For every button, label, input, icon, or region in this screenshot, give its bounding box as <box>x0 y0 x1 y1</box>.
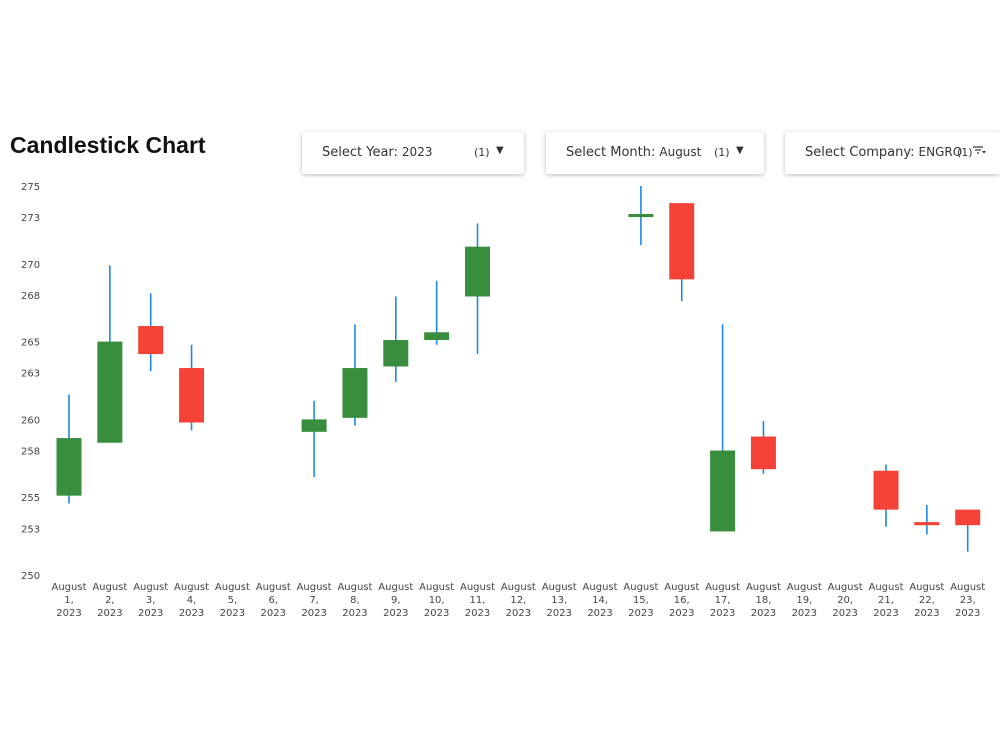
x-tick-label: August 22, 2023 <box>909 582 944 619</box>
x-tick-label: August 16, 2023 <box>664 582 699 619</box>
candle-body-up[interactable] <box>97 341 123 443</box>
x-tick-label: August 10, 2023 <box>419 582 454 619</box>
y-tick-label: 255 <box>21 493 40 504</box>
candle-body-up[interactable] <box>342 368 368 418</box>
year-filter-count: (1) <box>474 146 490 159</box>
month-filter-value: August <box>659 145 702 159</box>
candle-body-up[interactable] <box>628 214 654 218</box>
x-tick-label: August 23, 2023 <box>950 582 985 619</box>
chevron-down-icon: ▼ <box>496 145 504 156</box>
y-tick-label: 260 <box>21 415 40 426</box>
candle-body-down[interactable] <box>955 509 981 526</box>
year-filter-label-text: Select Year: <box>322 145 398 160</box>
chevron-down-icon: ▼ <box>736 145 744 156</box>
x-tick-label: August 2, 2023 <box>92 582 127 619</box>
x-tick-label: August 20, 2023 <box>828 582 863 619</box>
candle-body-up[interactable] <box>465 246 490 297</box>
y-tick-label: 270 <box>21 260 40 271</box>
y-tick-label: 273 <box>21 213 40 224</box>
y-tick-label: 265 <box>21 338 40 349</box>
x-tick-label: August 1, 2023 <box>52 582 87 619</box>
month-filter-count: (1) <box>714 146 730 159</box>
y-tick-label: 263 <box>21 369 40 380</box>
candle-body-up[interactable] <box>710 450 736 532</box>
candle-body-up[interactable] <box>424 332 450 341</box>
x-tick-label: August 12, 2023 <box>501 582 536 619</box>
x-tick-label: August 8, 2023 <box>337 582 372 619</box>
year-filter-label: Select Year: 2023 <box>322 145 432 160</box>
x-tick-label: August 14, 2023 <box>583 582 618 619</box>
year-filter-value: 2023 <box>401 145 433 159</box>
candle-body-down[interactable] <box>669 203 695 280</box>
y-axis: 250 253 255 258 260 263 265 268 270 273 275 <box>21 182 40 582</box>
month-filter-dropdown[interactable]: Select Month: August (1) ▼ <box>546 132 764 174</box>
x-tick-label: August 5, 2023 <box>215 582 250 619</box>
company-filter-label-text: Select Company: <box>805 145 915 160</box>
candle-body-down[interactable] <box>750 436 776 470</box>
candle-body-up[interactable] <box>383 340 409 367</box>
company-filter-count: (1) <box>957 146 973 159</box>
x-tick-label: August 19, 2023 <box>787 582 822 619</box>
x-tick-label: August 9, 2023 <box>378 582 413 619</box>
y-tick-label: 253 <box>21 524 40 535</box>
month-filter-label: Select Month: August <box>566 145 701 160</box>
year-filter-dropdown[interactable]: Select Year: 2023 (1) ▼ <box>302 132 524 174</box>
candle-body-down[interactable] <box>914 522 940 526</box>
x-tick-label: August 3, 2023 <box>133 582 168 619</box>
candle-body-down[interactable] <box>179 368 205 423</box>
x-tick-label: August 6, 2023 <box>256 582 291 619</box>
x-tick-label: August 7, 2023 <box>297 582 332 619</box>
x-tick-label: August 17, 2023 <box>705 582 740 619</box>
x-tick-label: August 15, 2023 <box>623 582 658 619</box>
candle-body-up[interactable] <box>301 419 327 432</box>
candle-body-down[interactable] <box>873 470 899 510</box>
candle-body-down[interactable] <box>138 326 164 355</box>
company-filter-value: ENGRO <box>918 145 963 159</box>
candle-body-up[interactable] <box>56 438 82 496</box>
month-filter-label-text: Select Month: <box>566 145 656 160</box>
candles <box>56 186 981 552</box>
x-tick-label: August 13, 2023 <box>542 582 577 619</box>
x-tick-label: August 21, 2023 <box>869 582 904 619</box>
x-tick-label: August 4, 2023 <box>174 582 209 619</box>
filter-menu-icon <box>973 146 986 154</box>
y-tick-label: 268 <box>21 291 40 302</box>
y-tick-label: 258 <box>21 447 40 458</box>
y-tick-label: 250 <box>21 571 40 582</box>
chart-title: Candlestick Chart <box>10 132 206 158</box>
company-filter-dropdown[interactable]: Select Company: ENGRO (1) <box>785 132 1000 174</box>
x-tick-label: August 11, 2023 <box>460 582 495 619</box>
x-tick-label: August 18, 2023 <box>746 582 781 619</box>
y-tick-label: 275 <box>21 182 40 193</box>
company-filter-label: Select Company: ENGRO <box>805 145 962 160</box>
